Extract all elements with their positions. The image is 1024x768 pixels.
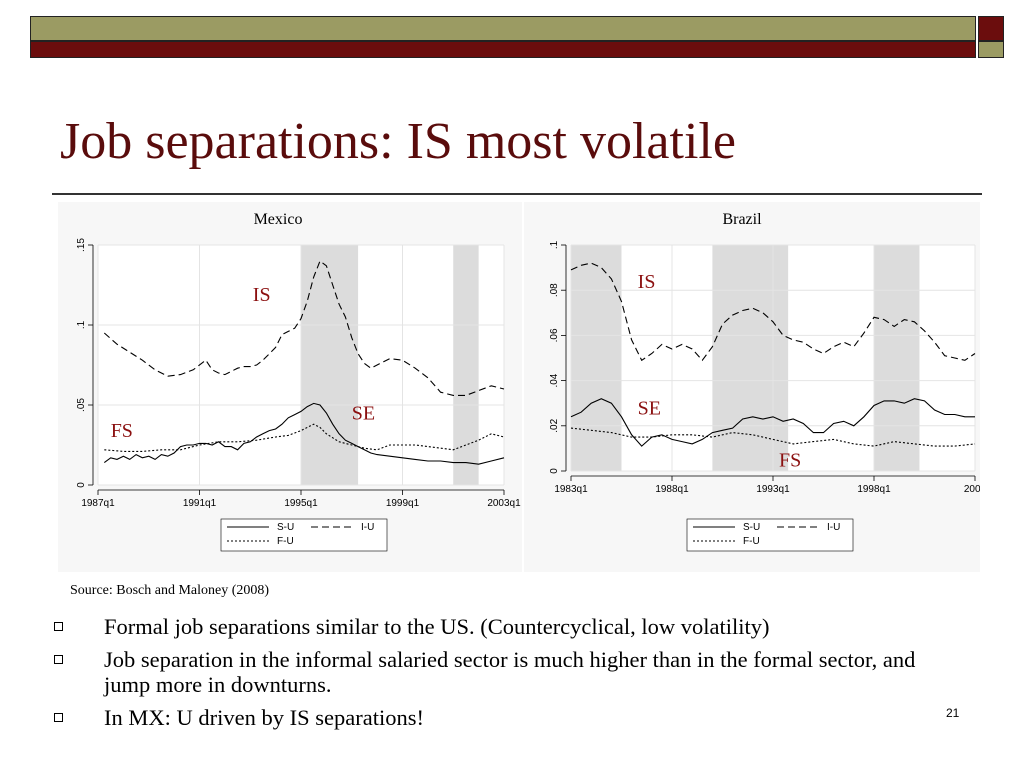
- x-tick-label: 1993q1: [756, 484, 790, 495]
- header-bar-dark: [30, 41, 976, 58]
- brazil-chart: 0 .02 .04 .06 .08 .1 1983q1 1988q1 1993q1 1998q1 2…: [549, 211, 987, 552]
- legend-label: I-U: [827, 522, 840, 533]
- series-line-s-u: [570, 398, 975, 447]
- bullet-square-icon: [54, 655, 63, 664]
- bullet-item: In MX: U driven by IS separations!: [48, 705, 948, 730]
- legend-label: S-U: [277, 522, 294, 533]
- bullet-item: Formal job separations similar to the US…: [48, 614, 948, 639]
- bullet-square-icon: [54, 713, 63, 722]
- bullet-text: Formal job separations similar to the US…: [104, 614, 770, 639]
- y-tick-label: .08: [549, 283, 560, 297]
- legend-box: [220, 518, 388, 552]
- x-tick-label: 1983q1: [554, 484, 588, 495]
- title-divider: [52, 193, 982, 195]
- recession-shade: [453, 245, 479, 485]
- y-tick-label: .1: [76, 320, 87, 329]
- legend-label: F-U: [277, 536, 294, 547]
- y-tick-label: .04: [549, 373, 560, 387]
- corner-square-dark: [978, 16, 1004, 41]
- annotation-label: FS: [111, 420, 133, 442]
- x-tick-label: 2003q1: [487, 498, 521, 509]
- x-tick-label: 2003: [964, 484, 980, 495]
- legend-label: I-U: [361, 522, 374, 533]
- source-note: Source: Bosch and Maloney (2008): [70, 583, 270, 598]
- recession-shade: [874, 245, 920, 471]
- annotation-label: SE: [638, 398, 661, 420]
- recession-shade: [712, 245, 789, 471]
- recession-shade: [571, 245, 622, 471]
- y-tick-label: 0: [76, 482, 87, 488]
- bullet-text: Job separation in the informal salaried …: [104, 647, 916, 697]
- chart-title: Mexico: [254, 211, 303, 228]
- corner-square-olive: [978, 41, 1004, 58]
- bullet-square-icon: [54, 622, 63, 631]
- legend-box: [686, 518, 854, 552]
- series-line-s-u: [103, 402, 505, 465]
- annotation-label: FS: [779, 449, 801, 471]
- x-tick-label: 1987q1: [81, 498, 115, 509]
- series-line-f-u: [570, 427, 976, 447]
- x-tick-label: 1999q1: [386, 498, 420, 509]
- legend-label: S-U: [743, 522, 760, 533]
- y-tick-label: .15: [76, 238, 87, 252]
- brazil-panel: 0 .02 .04 .06 .08 .1 1983q1 1988q1 1993q1 1998q1 2…: [524, 202, 987, 572]
- header-bar-olive: [30, 16, 976, 41]
- mexico-chart: 0 .05 .1 .15 1987q1 1991q1 1995q1 1999q1 2003q1 I…: [76, 211, 521, 552]
- x-tick-label: 1988q1: [655, 484, 689, 495]
- bullet-item: Job separation in the informal salaried …: [48, 647, 948, 697]
- y-tick-label: .06: [549, 328, 560, 342]
- y-tick-label: .1: [549, 240, 560, 249]
- y-tick-label: 0: [549, 468, 560, 474]
- series-line-i-u: [103, 260, 505, 396]
- series-line-f-u: [104, 423, 505, 452]
- x-tick-label: 1991q1: [183, 498, 217, 509]
- x-tick-label: 1995q1: [284, 498, 318, 509]
- annotation-label: IS: [253, 284, 271, 306]
- slide-title: Job separations: IS most volatile: [60, 113, 736, 170]
- bullet-text: In MX: U driven by IS separations!: [104, 705, 424, 730]
- y-tick-label: .02: [549, 418, 560, 432]
- chart-title: Brazil: [722, 211, 762, 228]
- y-tick-label: .05: [76, 398, 87, 412]
- legend-label: F-U: [743, 536, 760, 547]
- series-line-i-u: [570, 262, 976, 362]
- mexico-panel: 0 .05 .1 .15 1987q1 1991q1 1995q1 1999q1 2003q1 I…: [58, 202, 522, 572]
- annotation-label: IS: [638, 271, 656, 293]
- page-number: 21: [946, 706, 960, 720]
- recession-shade: [301, 245, 359, 485]
- bullet-list: Formal job separations similar to the US…: [48, 614, 948, 738]
- annotation-label: SE: [352, 402, 375, 424]
- x-tick-label: 1998q1: [857, 484, 891, 495]
